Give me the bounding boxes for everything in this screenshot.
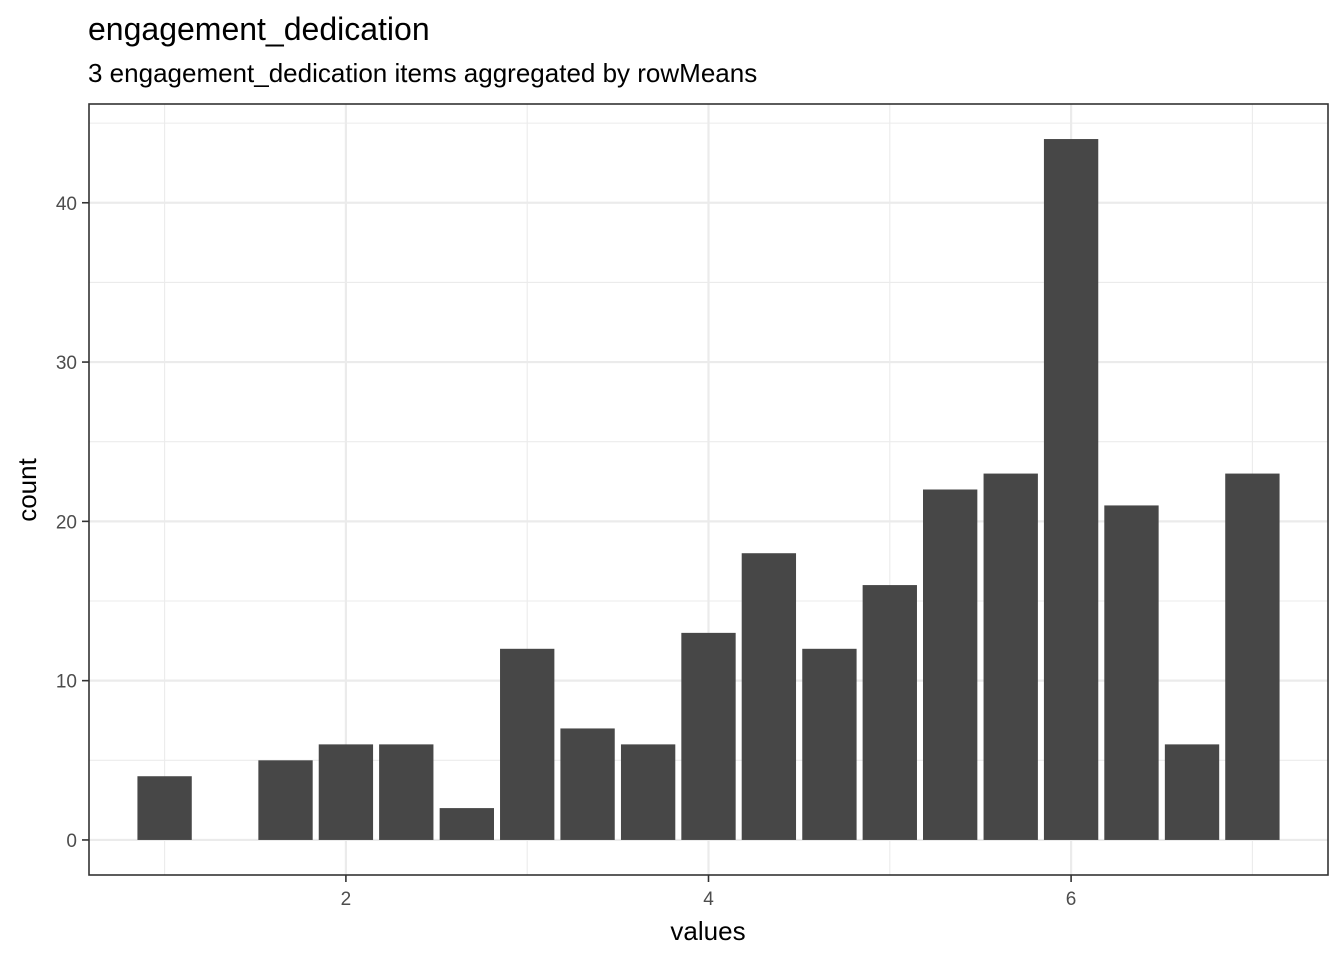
bar xyxy=(500,648,555,840)
y-tick-label: 40 xyxy=(56,194,77,215)
bar xyxy=(862,585,917,840)
y-tick-label: 10 xyxy=(56,672,77,693)
bar xyxy=(983,473,1038,840)
bar xyxy=(923,489,978,840)
bar xyxy=(1164,744,1220,840)
bars xyxy=(137,139,1280,840)
axes: 2 4 6 0 10 20 30 40 xyxy=(56,194,1077,910)
y-axis-title: count xyxy=(12,457,42,521)
chart-title: engagement_dedication xyxy=(88,11,430,47)
bar xyxy=(1225,473,1280,840)
chart-subtitle: 3 engagement_dedication items aggregated… xyxy=(88,58,757,88)
x-axis-title: values xyxy=(670,916,745,946)
bar xyxy=(137,776,192,840)
x-tick-label: 2 xyxy=(341,889,352,910)
bar xyxy=(379,744,434,840)
y-tick-label: 30 xyxy=(56,353,77,374)
y-tick-label: 20 xyxy=(56,512,77,533)
bar xyxy=(318,744,374,840)
bar xyxy=(258,760,313,840)
bar xyxy=(681,632,736,840)
x-tick-label: 4 xyxy=(703,889,714,910)
x-tick-label: 6 xyxy=(1066,889,1077,910)
bar xyxy=(620,744,676,840)
bar xyxy=(439,808,494,840)
bar xyxy=(560,728,615,840)
bar xyxy=(1043,139,1099,840)
bar xyxy=(1104,505,1159,840)
bar xyxy=(802,648,857,840)
y-tick-label: 0 xyxy=(66,831,77,852)
bar xyxy=(741,553,797,840)
